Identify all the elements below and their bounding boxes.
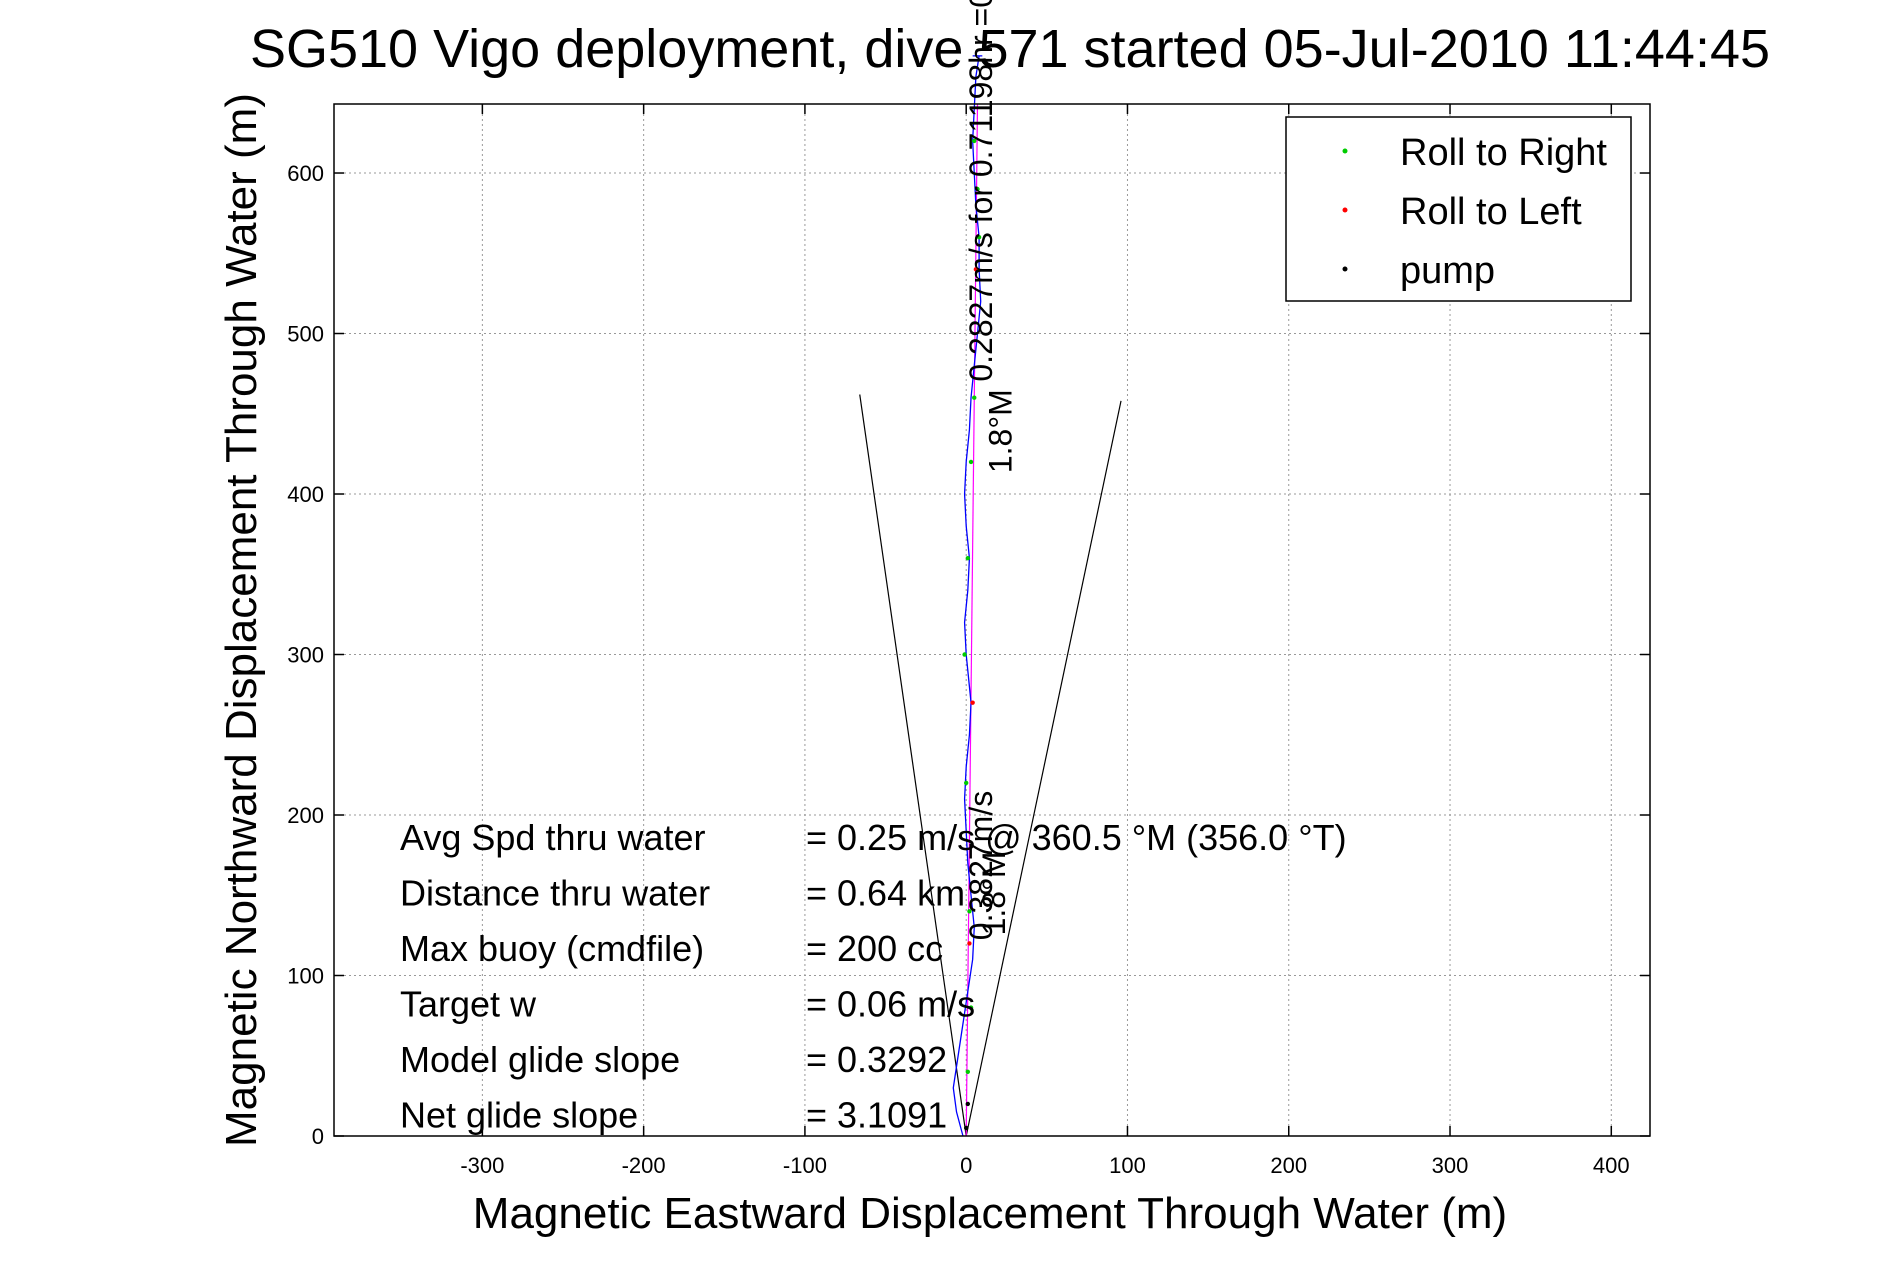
stat-label: Max buoy (cmdfile) [400, 928, 704, 969]
y-tick-label: 100 [287, 964, 324, 989]
roll-right-point [975, 186, 980, 192]
heading-line [965, 103, 979, 1137]
stat-value: = 3.1091 [806, 1095, 947, 1136]
roll-right-point [976, 235, 982, 240]
pump-point [965, 1101, 971, 1107]
y-tick-label: 600 [287, 161, 324, 186]
stat-value: = 0.25 m/s @ 360.5 °M (356.0 °T) [806, 817, 1347, 858]
roll-right-point [972, 395, 977, 400]
rotated-annotation: 0.2827m/s for 0.71198hr =0.46719km [963, 0, 999, 382]
roll-left-point [970, 700, 975, 705]
roll-right-point [967, 909, 972, 914]
legend-marker [1342, 266, 1348, 272]
legend: Roll to Right Roll to Left pump [1285, 116, 1632, 302]
stat-label: Distance thru water [400, 873, 710, 914]
x-tick-label: 100 [1109, 1153, 1146, 1178]
legend-label: Roll to Right [1400, 132, 1607, 174]
roll-right-point [972, 138, 977, 144]
data-points [962, 138, 982, 1131]
stat-value: = 0.64 km [806, 873, 965, 914]
roll-right-point [965, 556, 971, 561]
roll-right-point [968, 459, 974, 465]
x-tick-label: -100 [783, 1153, 827, 1178]
stat-label: Net glide slope [400, 1095, 638, 1136]
y-axis-label: Magnetic Northward Displacement Through … [217, 93, 266, 1147]
rotated-annotation: 1.8°M [976, 851, 1012, 935]
x-tick-label: -200 [622, 1153, 666, 1178]
rotated-annotation: 0.3827m/s [963, 791, 999, 940]
stat-label: Target w [400, 984, 537, 1025]
cone-lines [859, 394, 1122, 1137]
y-tick-label: 400 [287, 482, 324, 507]
x-tick-label: 0 [960, 1153, 972, 1178]
legend-marker [1342, 148, 1348, 154]
stat-value: = 0.06 m/s [806, 984, 975, 1025]
stat-value: = 200 cc [806, 928, 943, 969]
x-tick-label: -300 [460, 1153, 504, 1178]
legend-marker [1342, 207, 1348, 213]
roll-left-point [973, 267, 979, 272]
x-tick-label: 200 [1270, 1153, 1307, 1178]
track [952, 55, 983, 1137]
roll-right-point [968, 1005, 974, 1010]
stats-block: Avg Spd thru water = 0.25 m/s @ 360.5 °M … [400, 817, 1347, 1136]
y-tick-label: 200 [287, 803, 324, 828]
stat-label: Avg Spd thru water [400, 817, 706, 858]
x-tick-label: 400 [1593, 1153, 1630, 1178]
roll-right-point [963, 780, 969, 786]
stat-value: = 0.3292 [806, 1039, 947, 1080]
chart-title: SG510 Vigo deployment, dive 571 started … [250, 19, 1770, 79]
cone-line [859, 394, 967, 1137]
stat-label: Model glide slope [400, 1039, 680, 1080]
roll-left-point [967, 941, 972, 946]
roll-right-point [962, 652, 967, 657]
rotated-annotation: 1.8°M [982, 389, 1018, 473]
pump-point [963, 1125, 969, 1131]
y-tick-label: 300 [287, 643, 324, 668]
roll-right-point [965, 1069, 971, 1075]
y-tick-label: 500 [287, 322, 324, 347]
rotated-annotations: 0.2827m/s for 0.71198hr =0.46719km1.8°M0… [963, 0, 1018, 940]
x-axis-label: Magnetic Eastward Displacement Through W… [473, 1189, 1507, 1238]
plot-frame [333, 103, 1651, 1137]
x-tick-label: 300 [1432, 1153, 1469, 1178]
y-tick-label: 0 [312, 1124, 324, 1149]
axis-ticks: -300 -200 -100 0 100 200 300 400 0 100 200 300 400 50… [287, 104, 1650, 1178]
legend-label: pump [1400, 250, 1495, 292]
cone-line [965, 400, 1122, 1137]
track-line [952, 55, 983, 1137]
legend-label: Roll to Left [1400, 191, 1582, 233]
